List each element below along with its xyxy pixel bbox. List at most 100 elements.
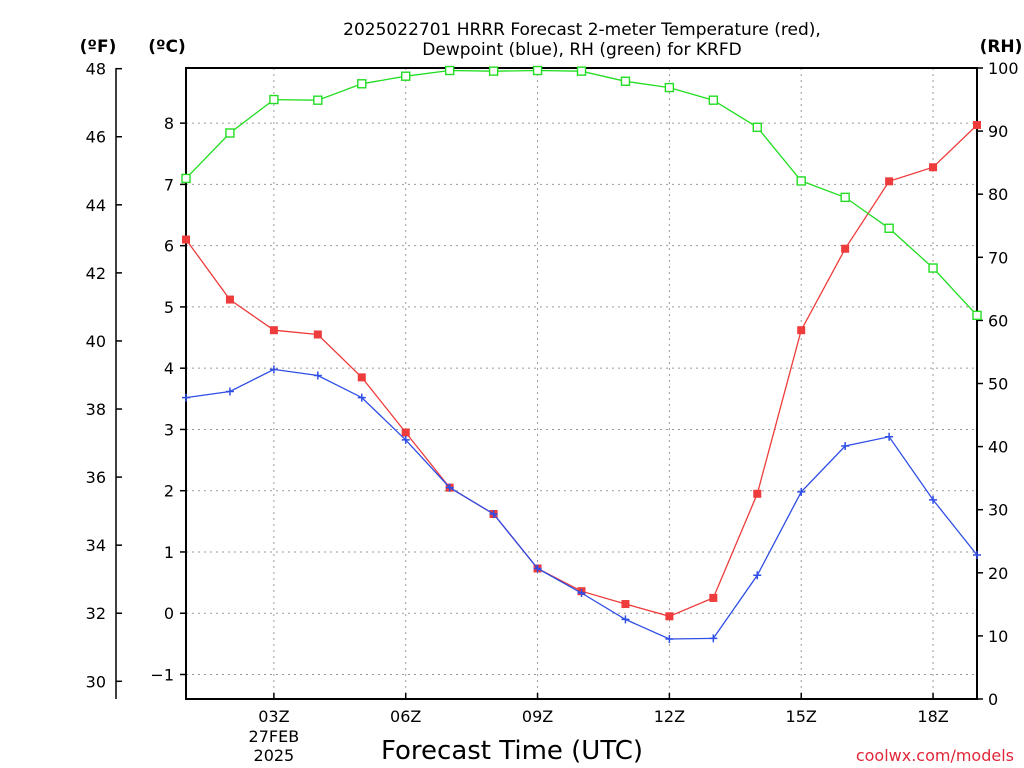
x-tick-label: 15Z xyxy=(786,707,817,726)
dewpoint-point xyxy=(621,615,630,624)
dewpoint-point xyxy=(577,589,586,598)
rh-line xyxy=(185,69,978,316)
rh-point xyxy=(884,223,894,233)
temperature-point xyxy=(709,593,718,602)
celsius-tick-label: 3 xyxy=(164,420,174,439)
fahrenheit-tick-label: 32 xyxy=(86,604,106,623)
rh-tick-label: 80 xyxy=(988,185,1008,204)
source-credit: coolwx.com/models xyxy=(856,746,1014,765)
rh-point xyxy=(972,310,982,321)
celsius-tick-label: 1 xyxy=(164,543,174,562)
dewpoint-point xyxy=(313,371,322,380)
dewpoint-point xyxy=(182,393,190,402)
dewpoint-point xyxy=(841,441,850,450)
rh-point xyxy=(401,71,411,81)
rh-point xyxy=(488,66,499,76)
plot-frame xyxy=(185,67,978,700)
rh-point xyxy=(532,65,543,76)
fahrenheit-tick-label: 48 xyxy=(86,60,106,79)
celsius-tick-label: 4 xyxy=(164,359,174,378)
dewpoint-point xyxy=(797,487,806,496)
dewpoint-point xyxy=(357,393,366,402)
rh-point xyxy=(269,94,279,105)
fahrenheit-tick-label: 42 xyxy=(86,264,106,283)
rh-tick-label: 50 xyxy=(988,375,1008,394)
dewpoint-point xyxy=(225,387,234,396)
x-tick-label: 06Z xyxy=(390,707,421,726)
tick-labels: −101234567830323436384042444648010203040… xyxy=(86,59,1019,765)
rh-point xyxy=(664,82,675,93)
celsius-tick-label: −1 xyxy=(150,665,174,684)
dewpoint-point xyxy=(973,551,981,560)
fahrenheit-tick-label: 40 xyxy=(86,332,106,351)
chart-title-line-1: 2025022701 HRRR Forecast 2-meter Tempera… xyxy=(343,20,821,40)
dewpoint-point xyxy=(665,634,674,643)
temperature-point xyxy=(753,489,762,498)
fahrenheit-tick-label: 30 xyxy=(86,672,106,691)
dewpoint-line xyxy=(185,368,978,640)
dewpoint-point xyxy=(533,564,542,573)
rh-tick-label: 20 xyxy=(988,564,1008,583)
rh-point xyxy=(708,95,719,105)
rh-tick-label: 40 xyxy=(988,438,1008,457)
x-tick-label: 12Z xyxy=(654,707,685,726)
celsius-axis-unit: (ºC) xyxy=(148,37,186,57)
x-axis-label: Forecast Time (UTC) xyxy=(381,736,643,766)
x-tick-label: 09Z xyxy=(522,707,553,726)
dewpoint-point xyxy=(709,634,718,643)
rh-point xyxy=(313,95,323,105)
dewpoint-point xyxy=(269,365,278,374)
rh-axis-unit: (RH) xyxy=(980,37,1023,57)
rh-tick-label: 90 xyxy=(988,122,1008,141)
temperature-point xyxy=(929,163,938,172)
rh-point xyxy=(840,192,850,203)
temperature-line xyxy=(185,124,978,617)
rh-point xyxy=(752,122,762,133)
temperature-point xyxy=(182,235,190,244)
dewpoint-point xyxy=(489,509,498,518)
dewpoint-point xyxy=(885,432,894,441)
rh-tick-label: 10 xyxy=(988,627,1008,646)
chart-title-line-2: Dewpoint (blue), RH (green) for KRFD xyxy=(422,40,741,60)
rh-tick-label: 30 xyxy=(988,501,1008,520)
rh-series xyxy=(181,65,982,321)
temperature-point xyxy=(621,600,630,609)
celsius-tick-label: 2 xyxy=(164,482,174,501)
x-tick-label: 03Z xyxy=(258,707,289,726)
rh-tick-label: 100 xyxy=(988,59,1019,78)
fahrenheit-tick-label: 46 xyxy=(86,128,106,147)
temperature-series xyxy=(182,120,981,621)
dewpoint-point xyxy=(753,571,762,580)
temperature-point xyxy=(401,428,410,437)
fahrenheit-tick-label: 36 xyxy=(86,468,106,487)
rh-point xyxy=(357,79,367,89)
rh-point xyxy=(181,173,191,184)
rh-point xyxy=(796,176,806,186)
rh-point xyxy=(225,128,235,138)
rh-tick-label: 60 xyxy=(988,311,1008,330)
temperature-point xyxy=(973,120,981,129)
fahrenheit-tick-label: 38 xyxy=(86,400,106,419)
temperature-point xyxy=(797,326,806,335)
grid-lines xyxy=(186,68,977,699)
dewpoint-point xyxy=(445,483,454,492)
temperature-point xyxy=(357,373,366,382)
rh-point xyxy=(620,76,631,86)
fahrenheit-tick-label: 34 xyxy=(86,536,106,555)
x-tick-label: 18Z xyxy=(917,707,948,726)
x-tick-date-label: 27FEB xyxy=(249,727,300,746)
temperature-point xyxy=(313,330,322,339)
rh-point xyxy=(576,66,587,76)
celsius-tick-label: 0 xyxy=(164,604,174,623)
celsius-tick-label: 5 xyxy=(164,298,174,317)
celsius-tick-label: 7 xyxy=(164,175,174,194)
dewpoint-point xyxy=(929,495,938,504)
temperature-point xyxy=(225,295,234,304)
temperature-point xyxy=(885,177,894,186)
fahrenheit-tick-label: 44 xyxy=(86,196,106,215)
x-tick-year-label: 2025 xyxy=(254,746,295,765)
temperature-point xyxy=(665,612,674,621)
dewpoint-series xyxy=(182,365,981,643)
temperature-point xyxy=(841,244,850,253)
